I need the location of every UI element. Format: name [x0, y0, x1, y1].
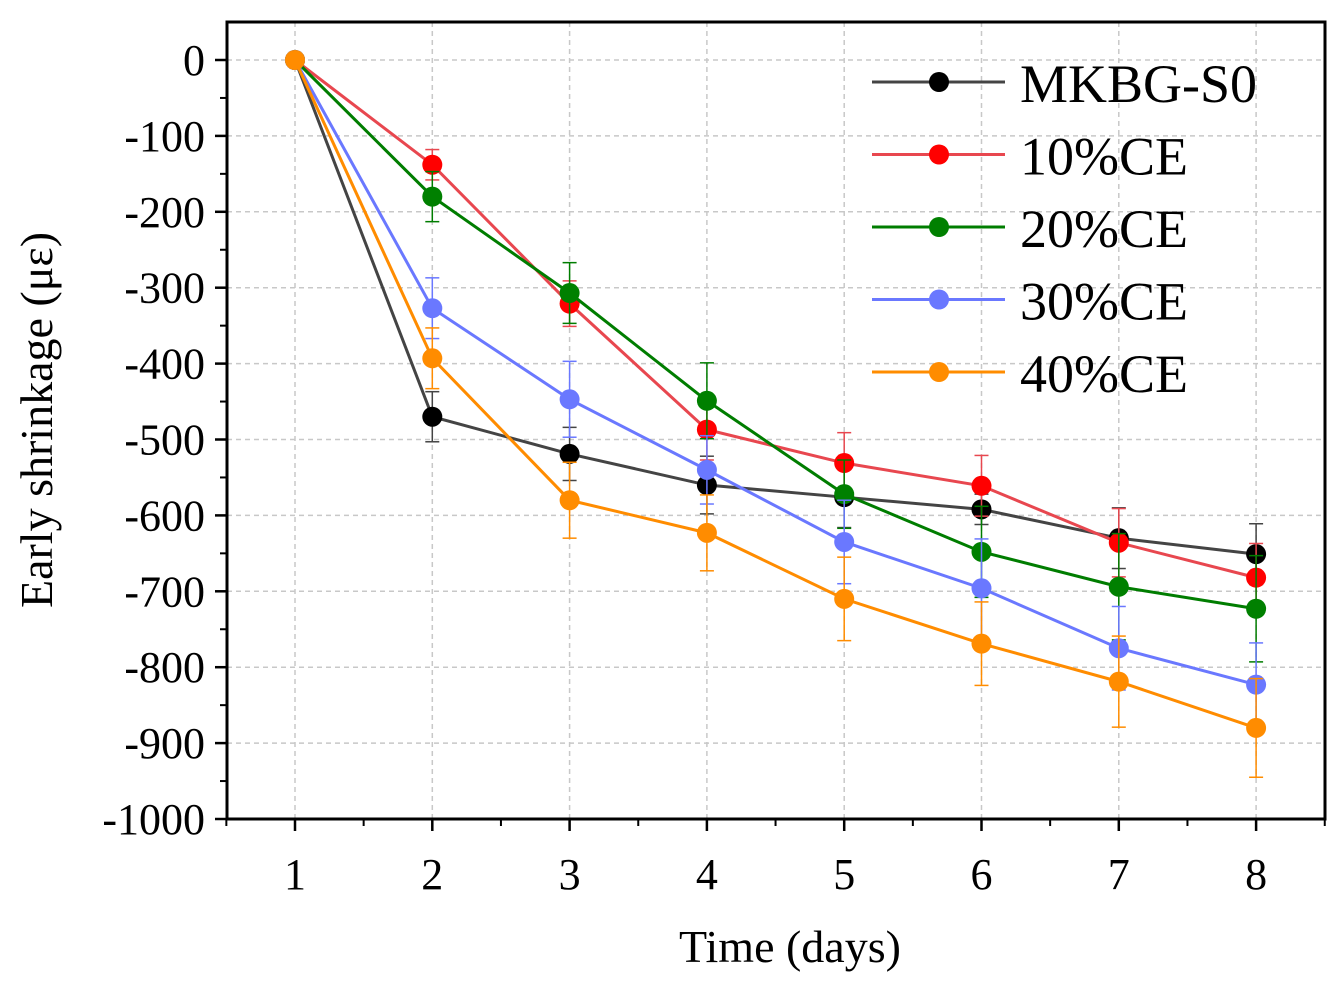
legend: MKBG-S0 10%CE 20%CE 30%CE 40%CE — [872, 54, 1257, 404]
data-point — [1108, 671, 1129, 692]
y-tick-label: -800 — [124, 643, 205, 692]
legend-label: 20%CE — [1020, 199, 1188, 259]
legend-marker — [929, 362, 949, 382]
legend-marker — [929, 289, 949, 310]
legend-label: 10%CE — [1020, 127, 1188, 187]
legend-marker — [929, 72, 949, 92]
legend-label: MKBG-S0 — [1020, 54, 1257, 114]
data-point — [285, 50, 305, 70]
data-point — [971, 475, 992, 496]
data-point — [559, 389, 580, 410]
data-point — [971, 633, 992, 654]
y-tick-label: -900 — [124, 719, 205, 768]
grid — [227, 22, 1325, 819]
data-point — [1246, 598, 1267, 619]
x-tick-label: 8 — [1245, 850, 1267, 899]
y-tick-label: -700 — [124, 567, 205, 616]
data-point — [422, 186, 443, 207]
series-line — [293, 58, 1257, 611]
data-point — [559, 443, 580, 464]
data-point — [834, 531, 855, 552]
y-tick-label: -200 — [124, 188, 205, 237]
data-point — [834, 484, 855, 505]
axis-ticks: 0 -100 -200 -300 -400 -500 -600 -700 -800 -900 -10… — [102, 36, 1326, 899]
y-tick-label: -100 — [124, 112, 205, 161]
legend-label: 40%CE — [1020, 344, 1188, 404]
legend-marker — [929, 217, 949, 237]
legend-label: 30%CE — [1020, 272, 1188, 332]
data-point — [422, 406, 443, 427]
series-line — [293, 59, 1257, 730]
x-tick-label: 3 — [559, 850, 581, 899]
x-tick-label: 5 — [833, 850, 855, 899]
data-point — [1108, 576, 1129, 597]
data-point — [834, 588, 855, 609]
data-point — [696, 390, 717, 411]
y-tick-label: 0 — [183, 36, 205, 85]
x-axis-label: Time (days) — [679, 921, 901, 972]
data-point — [422, 348, 443, 369]
data-point — [971, 578, 992, 599]
data-point — [559, 490, 580, 511]
series-group — [285, 50, 1267, 779]
legend-marker — [929, 144, 949, 165]
x-tick-label: 2 — [421, 850, 443, 899]
data-point — [422, 298, 443, 319]
x-tick-label: 1 — [284, 850, 306, 899]
data-point — [422, 154, 443, 175]
y-tick-label: -300 — [124, 264, 205, 313]
data-point — [696, 459, 717, 480]
y-tick-label: -400 — [124, 340, 205, 389]
plot-frame — [225, 20, 1327, 821]
x-tick-label: 4 — [696, 850, 718, 899]
y-tick-label: -600 — [124, 491, 205, 540]
series-40%CE — [285, 50, 1267, 779]
y-tick-label: -1000 — [102, 795, 205, 844]
data-point — [1246, 717, 1267, 738]
data-point — [559, 283, 580, 304]
y-tick-label: -500 — [124, 416, 205, 465]
x-tick-label: 7 — [1108, 850, 1130, 899]
y-axis-label: Early shrinkage (με) — [11, 232, 62, 608]
series-line — [293, 59, 1257, 687]
data-point — [696, 522, 717, 543]
x-tick-label: 6 — [971, 850, 993, 899]
